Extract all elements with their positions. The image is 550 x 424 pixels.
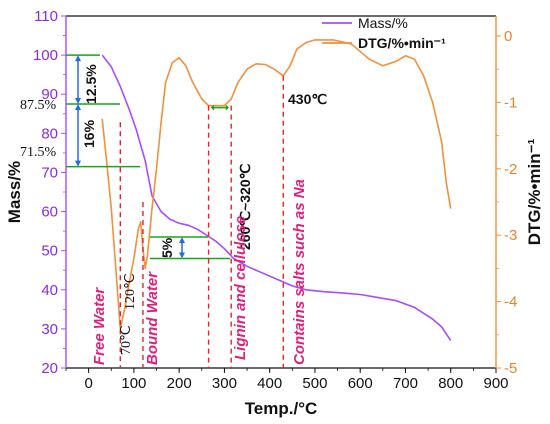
y-axis-title: Mass/% bbox=[5, 161, 24, 223]
x-tick-label: 0 bbox=[84, 375, 92, 392]
legend-label-mass: Mass/% bbox=[358, 15, 408, 31]
dtg-series-line bbox=[101, 39, 452, 330]
temp-label-430: 430℃ bbox=[288, 91, 327, 107]
y2-tick-label: -3 bbox=[504, 227, 517, 244]
y-tick-label: 90 bbox=[41, 86, 58, 103]
annotation-labels: 12.5% 16% 5% 87.5% 71.5% 70℃ 120℃ 260℃~320℃ 430℃… bbox=[20, 64, 327, 365]
legend-label-dtg: DTG/%•min⁻¹ bbox=[358, 35, 446, 51]
y-tick-label: 100 bbox=[33, 47, 58, 64]
y-tick-label: 40 bbox=[41, 282, 58, 299]
plot-frame bbox=[65, 15, 497, 369]
stage-label-bound-water: Bound Water bbox=[144, 271, 161, 365]
x-tick-label: 600 bbox=[348, 375, 373, 392]
y-tick-label: 20 bbox=[41, 360, 58, 377]
y2-tick-label: -5 bbox=[504, 360, 517, 377]
x-tick-label: 300 bbox=[212, 375, 237, 392]
series-lines bbox=[101, 39, 452, 342]
y-tick-label: 70 bbox=[41, 164, 58, 181]
y-tick-label: 110 bbox=[34, 8, 58, 25]
y-tick-label: 30 bbox=[41, 321, 58, 338]
mass-label-875: 87.5% bbox=[20, 98, 57, 113]
arrow-5-head-down bbox=[179, 252, 185, 259]
arrow-12-5-head-up bbox=[75, 55, 81, 62]
y-tick-label: 80 bbox=[41, 125, 58, 142]
x-axis-title: Temp./°C bbox=[245, 399, 318, 418]
x-tick-label: 100 bbox=[121, 375, 146, 392]
x-tick-label: 400 bbox=[257, 375, 282, 392]
stage-label-free-water: Free Water bbox=[91, 287, 108, 365]
x-tick-label: 200 bbox=[167, 375, 192, 392]
x-tick-label: 800 bbox=[438, 375, 463, 392]
temp-label-range: 260℃~320℃ bbox=[237, 163, 253, 250]
x-tick-label: 500 bbox=[302, 375, 327, 392]
pct-label-12-5: 12.5% bbox=[83, 64, 99, 104]
arrow-16-head-up bbox=[75, 104, 81, 110]
y2-tick-label: 0 bbox=[504, 28, 512, 45]
annotation-guides bbox=[66, 54, 284, 368]
y2-tick-label: -1 bbox=[504, 94, 517, 111]
arrow-16-head-down bbox=[75, 160, 81, 167]
y2-tick-label: -4 bbox=[504, 294, 517, 311]
arrow-12-5-head-down bbox=[75, 98, 81, 104]
mass-label-715: 71.5% bbox=[20, 145, 57, 160]
y-tick-label: 50 bbox=[41, 243, 58, 260]
legend: Mass/% DTG/%•min⁻¹ bbox=[322, 15, 446, 51]
axis-ticks: 0 100 200 300 400 500 600 700 800 900203040506070… bbox=[33, 8, 517, 392]
mass-series-line bbox=[101, 54, 452, 342]
stage-label-lignin: Lignin and cellulose bbox=[232, 216, 249, 360]
y2-tick-label: -2 bbox=[504, 161, 517, 178]
y2-axis-title: DTG/%•min⁻¹ bbox=[525, 138, 544, 245]
y-tick-label: 60 bbox=[41, 204, 58, 221]
temp-label-120: 120℃ bbox=[123, 273, 138, 310]
range-arrow-head-left bbox=[210, 104, 215, 111]
range-arrow-head-right bbox=[225, 104, 229, 111]
arrow-5-head-up bbox=[179, 236, 185, 243]
temp-label-70: 70℃ bbox=[119, 325, 134, 355]
stage-label-salts: Contains salts such as Na bbox=[291, 179, 308, 365]
x-tick-label: 900 bbox=[483, 375, 508, 392]
x-tick-label: 700 bbox=[393, 375, 418, 392]
pct-label-16: 16% bbox=[81, 119, 97, 148]
pct-label-5: 5% bbox=[159, 237, 175, 258]
